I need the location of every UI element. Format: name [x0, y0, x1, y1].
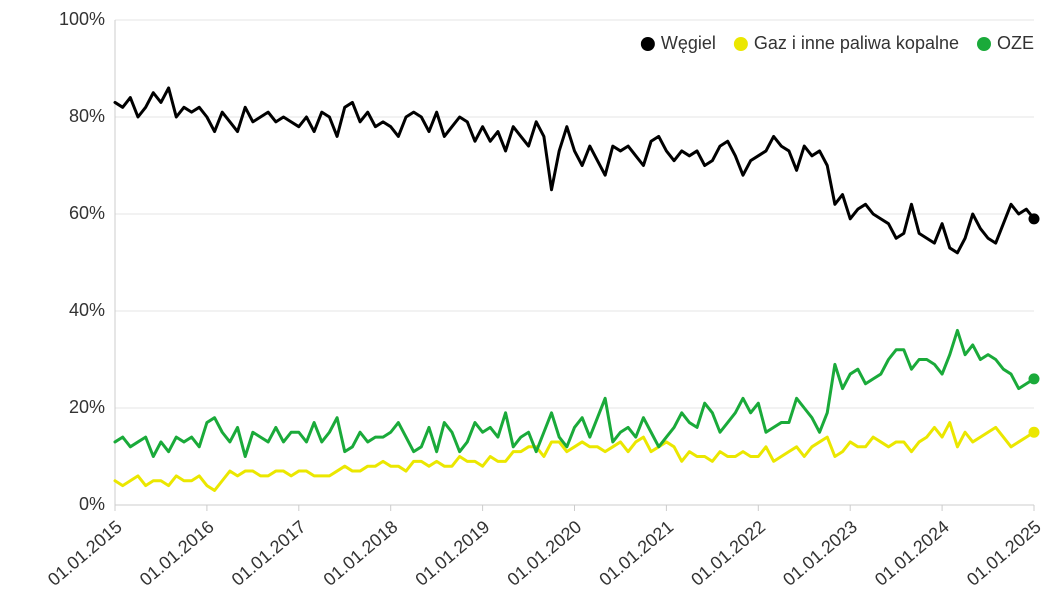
legend-marker [734, 37, 748, 51]
series-end-marker [1029, 427, 1040, 438]
y-tick-label: 80% [69, 106, 105, 126]
y-tick-label: 40% [69, 300, 105, 320]
energy-mix-chart: 0%20%40%60%80%100%01.01.201501.01.201601… [0, 0, 1053, 613]
series-end-marker [1029, 213, 1040, 224]
y-tick-label: 60% [69, 203, 105, 223]
series-end-marker [1029, 373, 1040, 384]
legend-label: Węgiel [661, 33, 716, 53]
legend-label: Gaz i inne paliwa kopalne [754, 33, 959, 53]
chart-svg: 0%20%40%60%80%100%01.01.201501.01.201601… [0, 0, 1053, 613]
legend-marker [641, 37, 655, 51]
legend-marker [977, 37, 991, 51]
y-tick-label: 20% [69, 397, 105, 417]
y-tick-label: 0% [79, 494, 105, 514]
y-tick-label: 100% [59, 9, 105, 29]
legend-label: OZE [997, 33, 1034, 53]
